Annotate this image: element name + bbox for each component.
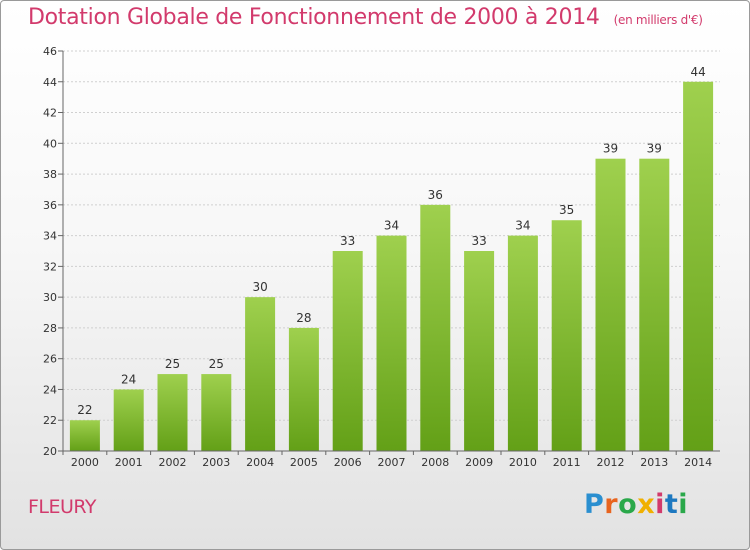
bar-2006 bbox=[332, 251, 363, 451]
chart-subtitle: (en milliers d'€) bbox=[613, 13, 703, 27]
y-tick-label-24: 24 bbox=[43, 383, 57, 396]
data-label-2007: 34 bbox=[384, 219, 399, 233]
bar-2013 bbox=[639, 158, 670, 451]
x-tick-label-2009: 2009 bbox=[465, 456, 493, 469]
x-tick-label-2010: 2010 bbox=[509, 456, 537, 469]
commune-name: FLEURY bbox=[28, 496, 97, 518]
data-label-2003: 25 bbox=[209, 357, 224, 371]
y-tick-label-46: 46 bbox=[43, 45, 57, 58]
data-label-2010: 34 bbox=[515, 219, 530, 233]
bar-2012 bbox=[595, 158, 626, 451]
bar-2007 bbox=[376, 235, 407, 451]
bar-2009 bbox=[464, 251, 495, 451]
x-tick-label-2005: 2005 bbox=[290, 456, 318, 469]
x-tick-label-2000: 2000 bbox=[71, 456, 99, 469]
axes bbox=[58, 50, 720, 455]
y-tick-label-26: 26 bbox=[43, 353, 57, 366]
bar-2000 bbox=[69, 420, 100, 451]
data-label-2011: 35 bbox=[559, 203, 574, 217]
bar-2001 bbox=[113, 389, 144, 451]
bars bbox=[69, 81, 714, 452]
y-tick-label-22: 22 bbox=[43, 414, 57, 427]
bar-2005 bbox=[288, 327, 319, 451]
y-tick-label-34: 34 bbox=[43, 230, 57, 243]
y-tick-label-32: 32 bbox=[43, 260, 57, 273]
chart-title-text: Dotation Globale de Fonctionnement de 20… bbox=[28, 5, 600, 30]
y-tick-label-42: 42 bbox=[43, 107, 57, 120]
bar-2004 bbox=[245, 297, 276, 451]
data-label-2014: 44 bbox=[690, 65, 705, 79]
x-tick-label-2003: 2003 bbox=[202, 456, 230, 469]
y-tick-label-30: 30 bbox=[43, 291, 57, 304]
data-label-2001: 24 bbox=[121, 372, 136, 386]
x-tick-label-2004: 2004 bbox=[246, 456, 274, 469]
labels: 20 22 24 26 28 30 32 34 36 38 40 42 44 46 22 2000 24 2001… bbox=[43, 45, 712, 469]
data-label-2005: 28 bbox=[296, 311, 311, 325]
y-tick-label-38: 38 bbox=[43, 168, 57, 181]
bar-2010 bbox=[507, 235, 538, 451]
bar-2008 bbox=[420, 204, 451, 451]
bar-2002 bbox=[157, 374, 188, 451]
x-tick-label-2014: 2014 bbox=[684, 456, 712, 469]
chart-title: Dotation Globale de Fonctionnement de 20… bbox=[28, 5, 703, 30]
data-label-2002: 25 bbox=[165, 357, 180, 371]
data-label-2004: 30 bbox=[252, 280, 267, 294]
data-label-2012: 39 bbox=[603, 142, 618, 156]
y-tick-label-36: 36 bbox=[43, 199, 57, 212]
y-tick-label-20: 20 bbox=[43, 445, 57, 458]
x-tick-label-2013: 2013 bbox=[640, 456, 668, 469]
bar-2003 bbox=[201, 374, 232, 451]
x-tick-label-2006: 2006 bbox=[334, 456, 362, 469]
data-label-2000: 22 bbox=[77, 403, 92, 417]
x-tick-label-2001: 2001 bbox=[115, 456, 143, 469]
x-tick-label-2011: 2011 bbox=[553, 456, 581, 469]
y-tick-label-40: 40 bbox=[43, 137, 57, 150]
proxiti-logo: Proxiti bbox=[584, 489, 689, 520]
x-tick-label-2012: 2012 bbox=[597, 456, 625, 469]
y-tick-label-44: 44 bbox=[43, 76, 57, 89]
y-tick-label-28: 28 bbox=[43, 322, 57, 335]
bar-2014 bbox=[683, 81, 714, 452]
data-label-2009: 33 bbox=[471, 234, 486, 248]
x-tick-label-2008: 2008 bbox=[421, 456, 449, 469]
data-label-2008: 36 bbox=[428, 188, 443, 202]
bar-2011 bbox=[551, 220, 582, 451]
data-label-2013: 39 bbox=[647, 142, 662, 156]
x-tick-label-2007: 2007 bbox=[378, 456, 406, 469]
data-label-2006: 33 bbox=[340, 234, 355, 248]
x-tick-label-2002: 2002 bbox=[159, 456, 187, 469]
